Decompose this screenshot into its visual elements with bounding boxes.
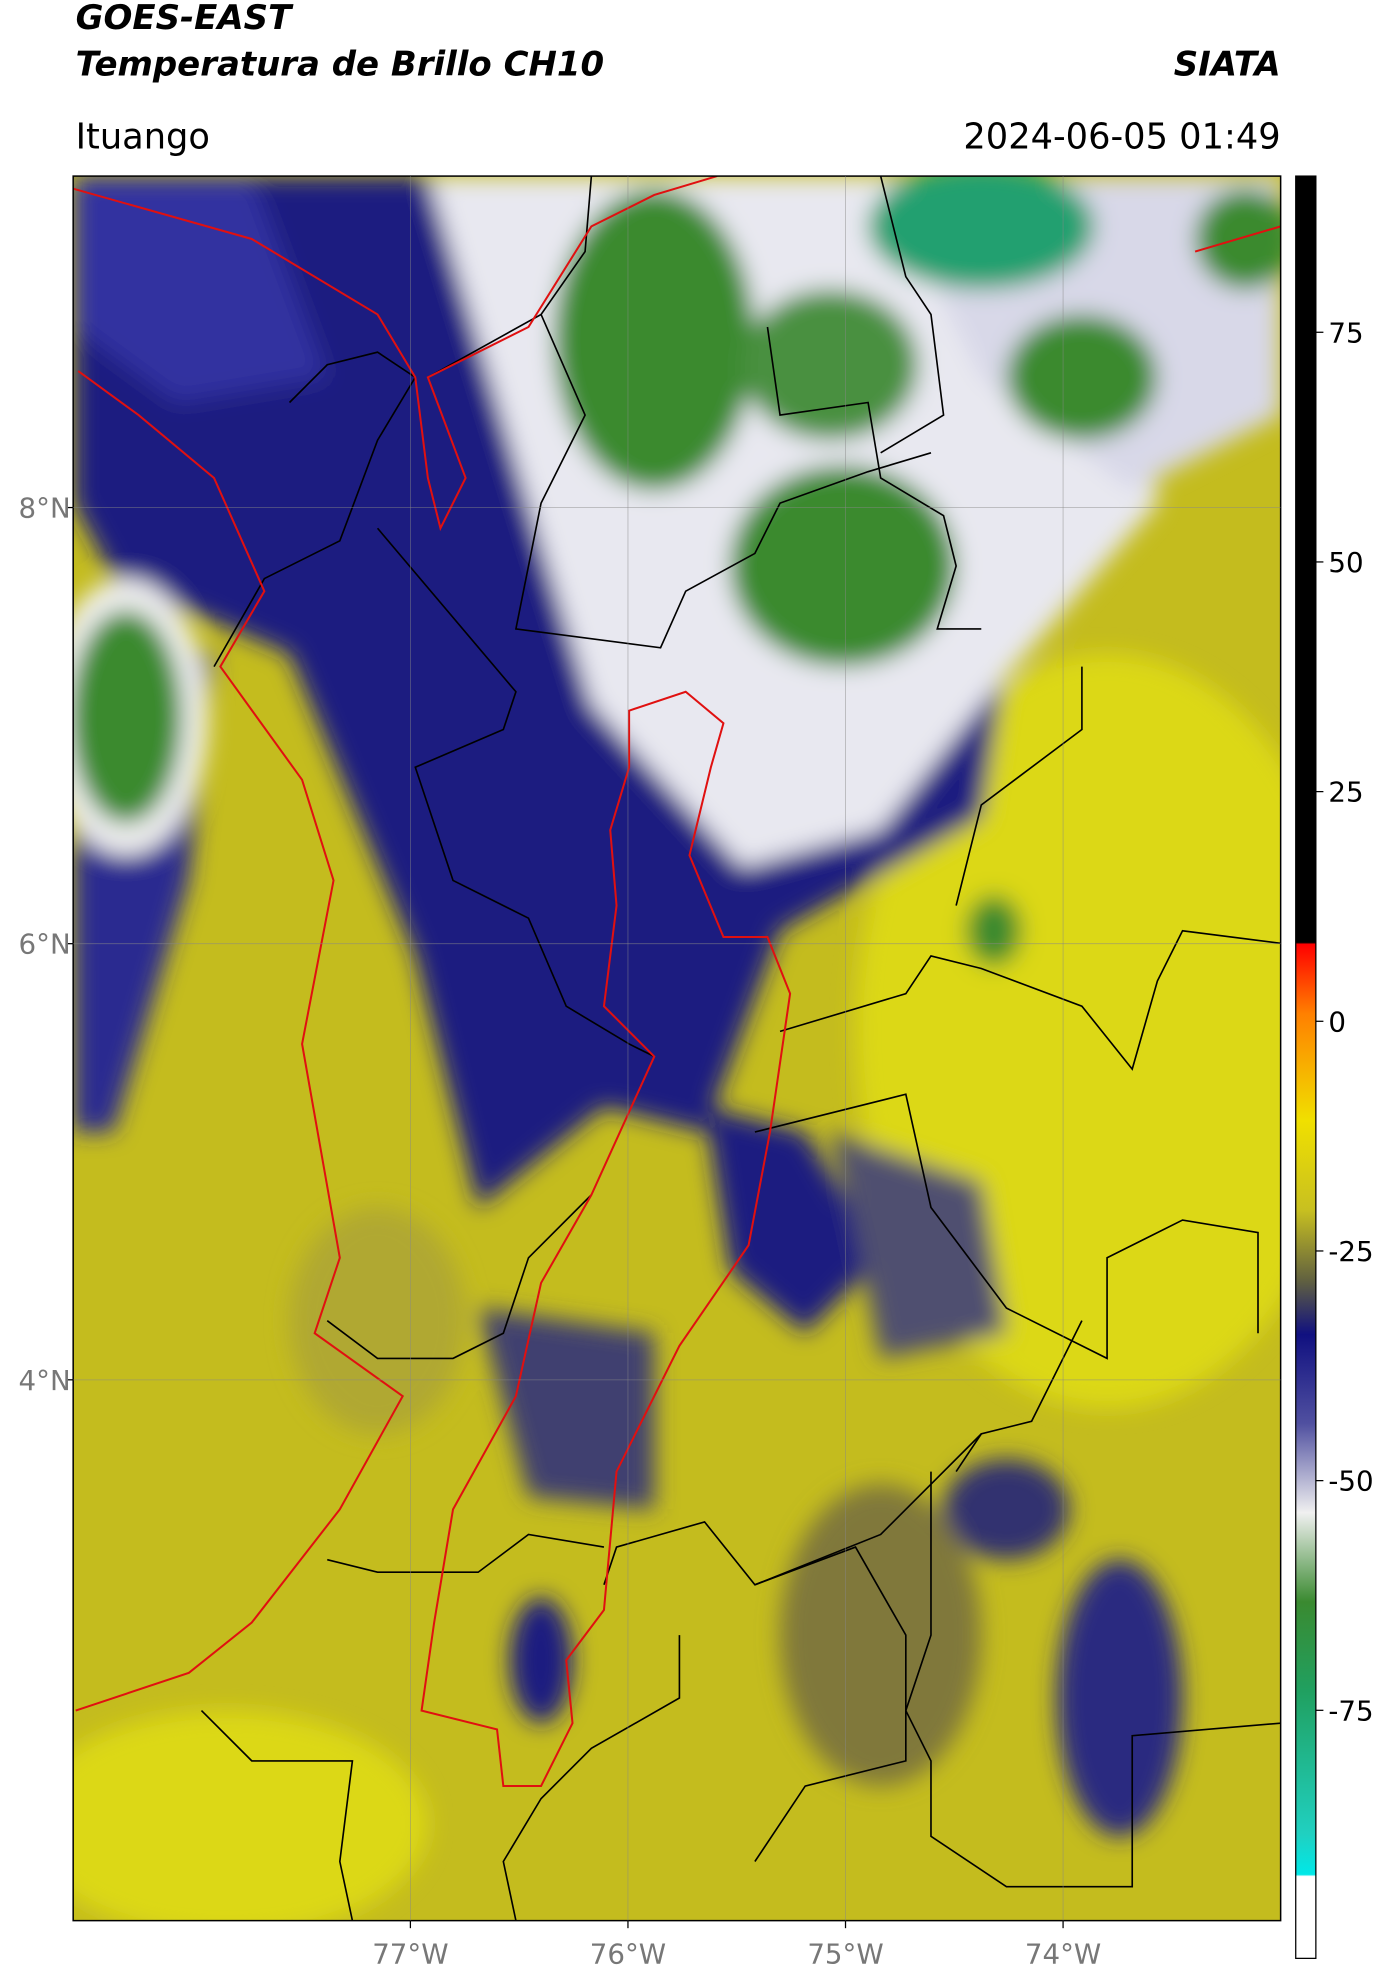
colorbar-tick-label: 25	[1328, 776, 1363, 809]
colorbar-tick-label: 50	[1328, 546, 1363, 579]
lon-tick-label: 74°W	[1025, 1937, 1101, 1970]
lat-tick-label: 6°N	[19, 928, 71, 961]
subtitle: Temperatura de Brillo CH10	[76, 44, 604, 84]
lon-tick-label: 77°W	[372, 1937, 448, 1970]
colorbar-tick-label: -75	[1328, 1694, 1373, 1727]
lon-tick-label: 76°W	[590, 1937, 666, 1970]
satellite-image	[73, 176, 1281, 1921]
location: Ituango	[76, 116, 210, 157]
lon-tick-label: 75°W	[807, 1937, 883, 1970]
colorbar-tick-label: 0	[1328, 1005, 1346, 1038]
datetime: 2024-06-05 01:49	[963, 116, 1280, 157]
map-frame	[72, 175, 1282, 1922]
colorbar-tick-label: -50	[1328, 1465, 1373, 1498]
colorbar	[1295, 175, 1317, 1959]
colorbar-tick-label: -25	[1328, 1235, 1373, 1268]
title: GOES-EAST	[76, 0, 294, 38]
lat-tick-label: 8°N	[19, 492, 71, 525]
colorbar-tick-label: 75	[1328, 316, 1363, 349]
source: SIATA	[1174, 44, 1281, 84]
lat-tick-label: 4°N	[19, 1364, 71, 1397]
